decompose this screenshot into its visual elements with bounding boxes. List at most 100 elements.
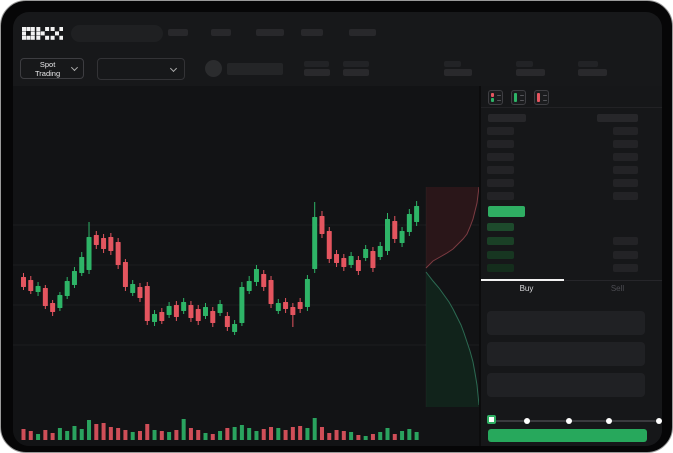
- logo-pixel: [59, 27, 63, 31]
- tab-divider: [481, 280, 662, 281]
- ask-price-placeholder[interactable]: [487, 140, 514, 148]
- nav-item-placeholder[interactable]: [168, 29, 188, 36]
- ask-amount-placeholder[interactable]: [613, 192, 638, 200]
- logo-pixel: [22, 35, 26, 40]
- volume-bar: [210, 434, 215, 440]
- volume-bar: [94, 424, 99, 440]
- buy-submit-button[interactable]: [488, 429, 647, 442]
- candle-body: [363, 249, 369, 258]
- volume-bar: [145, 424, 150, 440]
- ask-price-placeholder[interactable]: [487, 153, 514, 161]
- logo-pixel: [36, 27, 41, 31]
- bid-amount-placeholder[interactable]: [613, 264, 638, 272]
- volume-bar: [378, 432, 383, 440]
- volume-bar: [36, 434, 41, 440]
- volume-bar: [87, 420, 92, 440]
- logo-pixel: [55, 31, 59, 36]
- orderbook-layout-asks-icon[interactable]: [534, 90, 549, 105]
- bid-amount-placeholder[interactable]: [613, 237, 638, 245]
- candle-body: [326, 231, 332, 259]
- logo-pixel: [22, 31, 26, 36]
- volume-bar: [181, 419, 186, 440]
- candle-body: [224, 316, 230, 327]
- candle-body: [414, 206, 420, 222]
- candle-body: [137, 287, 143, 298]
- depth-asks-area: [426, 187, 479, 268]
- amount-slider-track[interactable]: [491, 420, 656, 422]
- ask-price-placeholder[interactable]: [487, 192, 514, 200]
- row-glyph: [543, 99, 547, 101]
- ask-amount-placeholder[interactable]: [613, 153, 638, 161]
- slider-handle[interactable]: [487, 415, 496, 424]
- slider-stop[interactable]: [606, 418, 612, 424]
- ask-price-placeholder[interactable]: [487, 166, 514, 174]
- pair-avatar[interactable]: [205, 60, 222, 77]
- slider-stop[interactable]: [524, 418, 530, 424]
- nav-item-placeholder[interactable]: [349, 29, 376, 36]
- order-form-field-total[interactable]: [487, 373, 645, 397]
- bid-price-placeholder[interactable]: [487, 237, 514, 245]
- volume-bar: [50, 433, 55, 440]
- ask-price-placeholder[interactable]: [487, 127, 514, 135]
- volume-bar: [305, 428, 310, 440]
- ticker-stat: [343, 61, 369, 76]
- stat-value-placeholder: [444, 69, 472, 76]
- bid-price-placeholder[interactable]: [487, 223, 514, 231]
- global-search-input[interactable]: [71, 25, 163, 42]
- nav-item-placeholder[interactable]: [301, 29, 323, 36]
- volume-bar: [254, 431, 259, 440]
- candle-body: [232, 324, 238, 332]
- orderbook-panel: Buy Sell: [479, 86, 662, 446]
- stat-value-placeholder: [516, 69, 545, 76]
- candle-body: [399, 231, 405, 243]
- nav-item-placeholder[interactable]: [256, 29, 284, 36]
- volume-bar: [407, 429, 412, 440]
- candle-body: [261, 274, 267, 287]
- candle-body: [57, 295, 63, 308]
- stat-label-placeholder: [578, 61, 598, 67]
- ask-amount-placeholder[interactable]: [613, 127, 638, 135]
- orderbook-layout-combined-icon[interactable]: [488, 90, 503, 105]
- stat-label-placeholder: [444, 61, 461, 67]
- chevron-down-icon: [169, 64, 178, 72]
- logo-pixel: [45, 35, 50, 40]
- orderbook-layout-bids-icon[interactable]: [511, 90, 526, 105]
- candle-body: [35, 286, 41, 292]
- bid-amount-placeholder[interactable]: [613, 251, 638, 259]
- logo-pixel: [30, 27, 35, 31]
- slider-stop[interactable]: [566, 418, 572, 424]
- volume-bar: [21, 429, 26, 440]
- tab-buy[interactable]: Buy: [519, 284, 534, 293]
- candle-body: [253, 269, 259, 282]
- market-type-select[interactable]: Spot Trading: [20, 58, 84, 79]
- candle-body: [203, 307, 208, 316]
- volume-bar: [108, 427, 113, 440]
- ask-amount-placeholder[interactable]: [613, 179, 638, 187]
- bid-bar-glyph: [514, 93, 517, 102]
- volume-bar: [174, 430, 179, 440]
- order-form-field-price[interactable]: [487, 311, 645, 335]
- chart-section: [13, 86, 479, 446]
- order-form-field-amount[interactable]: [487, 342, 645, 366]
- ask-amount-placeholder[interactable]: [613, 140, 638, 148]
- pair-select[interactable]: [97, 58, 185, 80]
- bid-price-placeholder[interactable]: [487, 251, 514, 259]
- bid-bar-glyph: [491, 98, 494, 102]
- volume-bar: [65, 431, 70, 440]
- ask-amount-placeholder[interactable]: [613, 166, 638, 174]
- ask-price-placeholder[interactable]: [487, 179, 514, 187]
- last-price-badge[interactable]: [488, 206, 525, 217]
- okx-logo: [22, 27, 63, 40]
- candle-body: [210, 311, 216, 323]
- candle-body: [217, 304, 223, 313]
- slider-stop[interactable]: [656, 418, 662, 424]
- volume-bar: [116, 428, 121, 440]
- logo-pixel: [22, 27, 26, 31]
- candle-body: [268, 280, 274, 304]
- volume-bar: [385, 428, 390, 440]
- tab-sell[interactable]: Sell: [610, 284, 625, 293]
- nav-item-placeholder[interactable]: [211, 29, 231, 36]
- logo-pixel: [50, 35, 55, 40]
- bid-price-placeholder[interactable]: [487, 264, 514, 272]
- candle-body: [101, 238, 107, 249]
